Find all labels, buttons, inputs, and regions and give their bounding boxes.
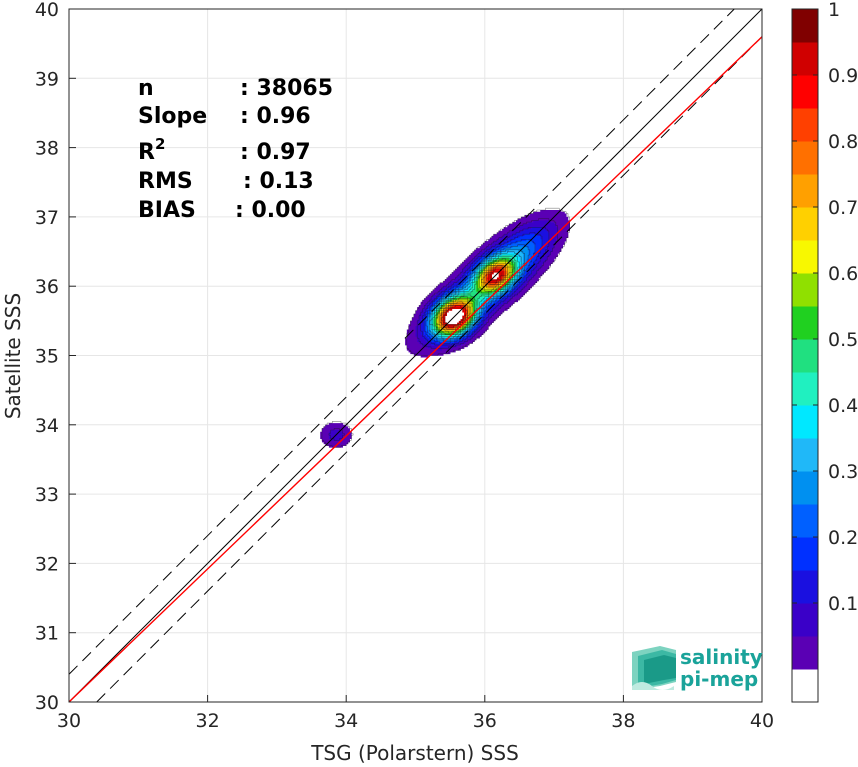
colorbar-segment [792, 504, 818, 538]
stat-superscript: 2 [155, 135, 165, 153]
stats-box: n : 38065 Slope : 0.96 R2 : 0.97 RMS : 0.13 BIAS… [138, 76, 333, 223]
reference-lines [68, 8, 763, 703]
colorbar-segment [792, 603, 818, 637]
contour-line [436, 258, 515, 334]
x-tick-label: 40 [750, 710, 774, 732]
x-tick-label: 30 [57, 710, 81, 732]
colorbar-tick-label: 0.5 [828, 329, 858, 351]
x-tick-label: 34 [334, 710, 358, 732]
contour-line [436, 258, 515, 334]
colorbar-tick-label: 0.3 [828, 461, 858, 483]
stat-value: : 0.96 [240, 104, 311, 129]
contour-line [444, 268, 503, 325]
colorbar-segment [792, 570, 818, 604]
one-to-one-line [68, 8, 763, 703]
contour-line [423, 232, 543, 344]
bound-line [68, 8, 735, 675]
y-tick-labels: 30 31 32 33 34 35 36 37 38 39 40 [35, 0, 76, 714]
colorbar-segment [792, 537, 818, 571]
colorbar-tick-label: 1 [828, 0, 840, 21]
colorbar-segment [792, 438, 818, 472]
stat-label: RMS [138, 169, 193, 194]
stat-value: : 0.00 [235, 198, 306, 223]
colorbar-tick-label: 0.4 [828, 395, 858, 417]
colorbar-segment [792, 9, 818, 43]
colorbar-tick-label: 0.8 [828, 131, 858, 153]
colorbar-tick-label: 0.6 [828, 263, 858, 285]
logo-line-1: salinity [680, 645, 763, 669]
colorbar-segment [792, 339, 818, 373]
x-axis-label: TSG (Polarstern) SSS [310, 741, 519, 765]
y-tick-label: 38 [35, 138, 59, 160]
bound-line [96, 36, 763, 703]
stat-value: : 0.97 [240, 140, 311, 165]
y-tick-label: 35 [35, 346, 59, 368]
colorbar-tick-label: 0.7 [828, 197, 858, 219]
colorbar-segment [792, 108, 818, 142]
colorbar-tick-label: 0.1 [828, 593, 858, 615]
grid-lines [69, 9, 762, 702]
colorbar: 0.1 0.2 0.3 0.4 0.5 0.6 0.7 0.8 0.9 1 [791, 0, 858, 703]
y-axis-label: Satellite SSS [1, 293, 25, 419]
colorbar-segment [792, 141, 818, 175]
regression-line [68, 36, 763, 703]
colorbar-segment [792, 174, 818, 208]
colorbar-segment [792, 636, 818, 670]
stat-label: n [138, 76, 154, 101]
contour-line [420, 227, 550, 346]
wave-logo-icon [632, 646, 676, 690]
colorbar-tick-label: 0.2 [828, 527, 858, 549]
x-tick-label: 38 [611, 710, 635, 732]
y-tick-label: 34 [35, 415, 59, 437]
colorbar-segment [792, 42, 818, 76]
colorbar-segment [792, 207, 818, 241]
colorbar-tick-label: 0.9 [828, 65, 858, 87]
logo-line-2: pi-mep [680, 667, 758, 691]
stat-label: Slope [138, 104, 207, 129]
contour-line [321, 207, 570, 448]
x-tick-labels: 30 32 34 36 38 40 [57, 695, 774, 732]
colorbar-segment [792, 306, 818, 340]
colorbar-segment [792, 471, 818, 505]
stat-label: R2 [138, 135, 165, 165]
x-tick-label: 36 [473, 710, 497, 732]
y-tick-label: 33 [35, 484, 59, 506]
stat-label: BIAS [138, 198, 196, 223]
y-tick-label: 32 [35, 553, 59, 575]
stat-value: : 38065 [240, 76, 333, 101]
colorbar-segment [792, 75, 818, 109]
y-tick-label: 36 [35, 276, 59, 298]
y-tick-label: 40 [35, 0, 59, 21]
y-tick-label: 39 [35, 68, 59, 90]
y-tick-label: 37 [35, 207, 59, 229]
x-tick-label: 32 [196, 710, 220, 732]
density-contours [320, 207, 570, 448]
contour-line [328, 218, 558, 441]
contour-line [429, 244, 531, 341]
colorbar-segment [792, 273, 818, 307]
colorbar-segment [792, 405, 818, 439]
stat-value: : 0.13 [243, 169, 314, 194]
colorbar-segment [792, 240, 818, 274]
y-tick-label: 30 [35, 692, 59, 714]
colorbar-frame [791, 8, 819, 703]
contour-line [441, 265, 508, 329]
colorbar-segment [792, 372, 818, 406]
y-tick-label: 31 [35, 623, 59, 645]
salinity-pi-mep-logo: salinity pi-mep [632, 645, 763, 691]
colorbar-segment [792, 669, 818, 703]
